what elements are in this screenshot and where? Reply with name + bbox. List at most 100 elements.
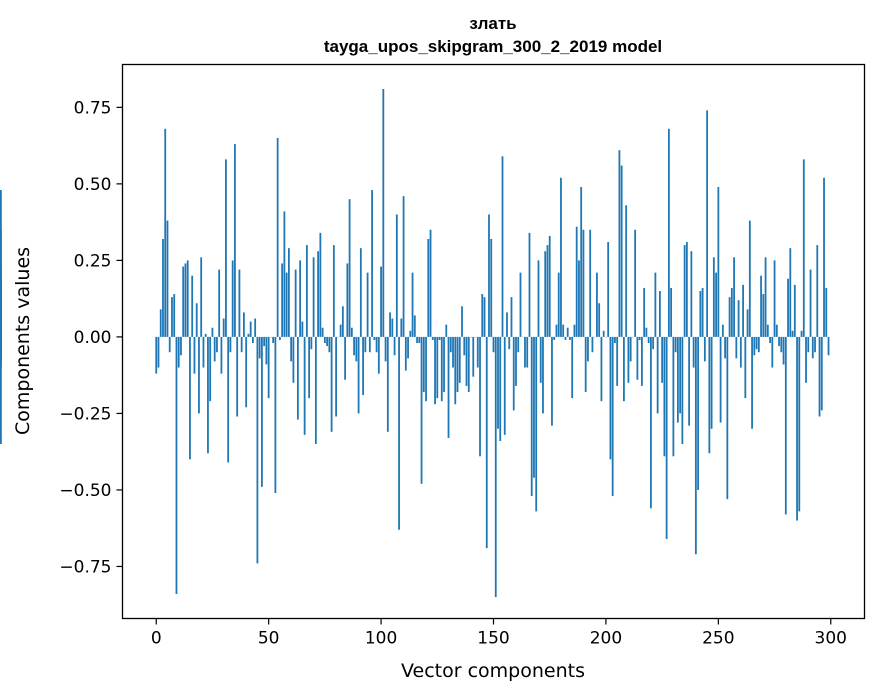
bar xyxy=(476,336,479,368)
bar xyxy=(479,336,481,457)
bar xyxy=(265,336,268,365)
bar xyxy=(350,327,353,337)
bar xyxy=(404,336,407,371)
bar xyxy=(589,229,592,337)
bar xyxy=(685,242,688,337)
bar xyxy=(443,336,445,393)
bar xyxy=(278,336,281,340)
y-tick-label: −0.25 xyxy=(59,404,111,424)
bar xyxy=(373,336,376,340)
bar xyxy=(290,336,293,362)
bar xyxy=(427,238,430,337)
bar xyxy=(512,336,515,411)
bar xyxy=(256,336,259,564)
bar xyxy=(252,336,254,344)
bar xyxy=(395,214,398,337)
bar xyxy=(155,336,158,374)
bar xyxy=(490,238,493,337)
bar xyxy=(654,272,657,337)
bar xyxy=(467,336,470,393)
y-axis-ticks: −0.75 −0.50 −0.25 0.00 0.25 0.50 0.75 xyxy=(59,98,123,577)
bar xyxy=(429,229,432,337)
bar xyxy=(211,327,214,337)
bar xyxy=(827,336,830,356)
bar xyxy=(546,245,549,337)
bar xyxy=(661,336,664,383)
bar xyxy=(751,336,753,429)
bar xyxy=(510,297,513,337)
bar xyxy=(168,336,171,353)
bar xyxy=(780,336,783,353)
bar xyxy=(171,297,173,337)
bar xyxy=(303,336,306,435)
bar xyxy=(562,324,565,337)
bar xyxy=(739,336,742,368)
bar xyxy=(618,150,621,337)
bar xyxy=(222,318,225,337)
bar xyxy=(764,257,767,337)
bar xyxy=(299,260,302,337)
bar xyxy=(519,272,522,337)
bar xyxy=(807,336,810,353)
bar xyxy=(267,336,270,399)
bar xyxy=(234,144,236,337)
bar xyxy=(616,336,619,386)
bar xyxy=(672,336,675,457)
bar xyxy=(213,336,216,362)
bar xyxy=(418,336,421,344)
bar xyxy=(296,336,299,420)
bar xyxy=(793,284,796,337)
bar xyxy=(818,336,821,417)
bar xyxy=(544,251,547,337)
bar xyxy=(701,287,704,337)
bar xyxy=(580,186,583,337)
bar xyxy=(670,287,673,337)
bar xyxy=(766,324,769,337)
x-tick-label: 150 xyxy=(477,629,509,649)
bar xyxy=(449,336,452,353)
bar xyxy=(533,336,535,478)
bar xyxy=(503,336,506,435)
bar xyxy=(229,336,232,353)
bar xyxy=(760,275,762,337)
bar xyxy=(712,257,715,337)
bar xyxy=(798,336,801,512)
bar xyxy=(708,336,711,454)
bar xyxy=(773,260,776,337)
bar xyxy=(281,263,284,337)
bar xyxy=(641,336,643,386)
bar xyxy=(465,336,468,386)
bar xyxy=(587,336,589,362)
bar xyxy=(492,336,495,353)
bar xyxy=(458,336,461,383)
bar xyxy=(620,165,623,337)
bar xyxy=(697,336,700,490)
bar xyxy=(431,336,434,340)
bar xyxy=(524,336,526,368)
bar xyxy=(802,159,805,337)
bar xyxy=(434,336,436,405)
bar xyxy=(247,333,250,337)
bar xyxy=(578,260,580,337)
bar xyxy=(227,336,230,463)
bar xyxy=(301,321,304,337)
bar xyxy=(175,336,178,595)
bar xyxy=(456,336,459,393)
bar xyxy=(207,336,209,454)
bar xyxy=(582,229,585,337)
bar xyxy=(638,336,641,340)
bar xyxy=(746,309,749,337)
bar xyxy=(389,312,391,337)
bar xyxy=(791,330,794,337)
bar xyxy=(737,300,740,337)
y-tick-label: 0.75 xyxy=(74,98,112,118)
y-tick-label: −0.75 xyxy=(59,557,111,577)
bar xyxy=(602,330,605,337)
bar xyxy=(240,336,243,353)
bar xyxy=(600,336,603,402)
bar xyxy=(742,284,744,337)
bar xyxy=(454,336,457,405)
bar xyxy=(805,336,807,383)
bar xyxy=(332,245,335,337)
bar xyxy=(629,336,632,362)
